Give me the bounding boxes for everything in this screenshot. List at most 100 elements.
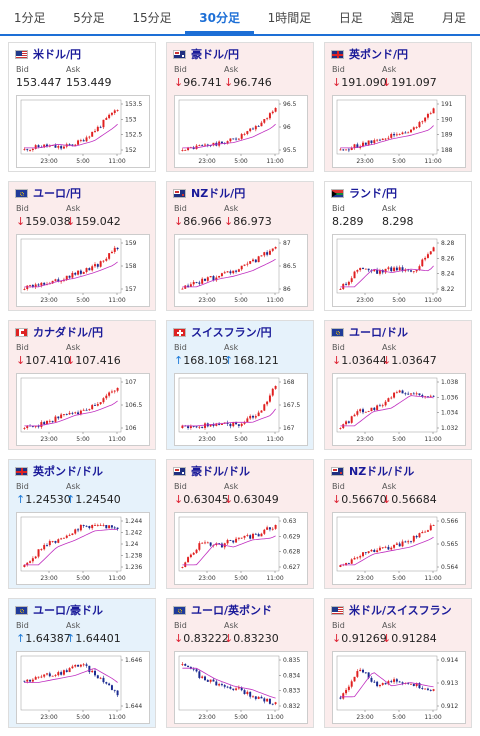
tab-4[interactable]: 30分足 — [185, 0, 254, 34]
bid-value: 153.447 — [16, 76, 62, 89]
currency-pair-link[interactable]: 米ドル/円 — [33, 48, 82, 61]
price-chart[interactable]: 159 158 157 23:00 5:00 11:00 — [16, 234, 150, 307]
candle — [254, 259, 257, 263]
currency-pair-link[interactable]: ユーロ/ドル — [349, 326, 409, 339]
bid-value: ↓0.63045 — [174, 493, 229, 506]
moving-average-line — [182, 408, 276, 427]
currency-pair-link[interactable]: 豪ドル/ドル — [191, 465, 251, 478]
x-tick-label: 11:00 — [424, 158, 441, 165]
candle — [82, 664, 85, 666]
currency-pair-link[interactable]: NZドル/円 — [191, 187, 246, 200]
price-chart[interactable]: 8.28 8.26 8.24 8.22 23:00 5:00 11:00 — [332, 234, 466, 307]
candle — [263, 404, 266, 411]
currency-pair-link[interactable]: 英ポンド/ドル — [33, 465, 104, 478]
candle — [359, 669, 362, 672]
y-tick-label: 167.5 — [283, 402, 300, 409]
candle — [198, 282, 201, 284]
x-tick-label: 11:00 — [266, 158, 283, 165]
tab-3[interactable]: 15分足 — [132, 11, 172, 25]
currency-card[interactable]: NZドル/円 Bid Ask ↓86.966 ↓86.973 87 86.5 86 23:00 5… — [166, 181, 314, 311]
candle — [68, 668, 71, 673]
tab-8[interactable]: 月足 — [442, 11, 467, 25]
currency-pair-link[interactable]: カナダドル/円 — [33, 326, 104, 339]
y-tick-label: 0.833 — [283, 688, 300, 695]
tab-5[interactable]: 1時間足 — [267, 11, 312, 25]
candle — [110, 251, 113, 254]
ask-price: 107.416 — [75, 354, 121, 367]
currency-card[interactable]: ユーロ/英ポンド Bid Ask ↓0.83222 ↓0.83230 0.835 0.834… — [166, 598, 314, 728]
price-chart[interactable]: 1.244 1.242 1.24 1.238 1.236 23:00 5:00 11:00 — [16, 512, 150, 585]
currency-pair-link[interactable]: 豪ドル/円 — [191, 48, 240, 61]
candle — [204, 676, 206, 681]
candle — [415, 683, 418, 686]
price-chart[interactable]: 87 86.5 86 23:00 5:00 11:00 — [174, 234, 308, 307]
price-chart[interactable]: 153.5 153 152.5 152 23:00 5:00 11:00 — [16, 95, 150, 168]
currency-card[interactable]: 米ドル/円 Bid Ask 153.447 153.449 153.5 153 152.5 15… — [8, 42, 156, 172]
currency-card[interactable]: ユーロ/円 Bid Ask ↓159.038 ↓159.042 159 158 157 23:0… — [8, 181, 156, 311]
ask-value: ↓0.63049 — [224, 493, 279, 506]
currency-card[interactable]: 米ドル/スイスフラン Bid Ask ↓0.91269 ↓0.91284 0.914 0.9… — [324, 598, 472, 728]
currency-pair-link[interactable]: ユーロ/豪ドル — [33, 604, 104, 617]
candle — [110, 525, 113, 528]
currency-card[interactable]: ユーロ/ドル Bid Ask ↓1.03644 ↓1.03647 1.038 1.036 1.… — [324, 320, 472, 450]
tab-6[interactable]: 日足 — [338, 11, 363, 25]
currency-pair-link[interactable]: スイスフラン/円 — [191, 326, 272, 339]
candle — [181, 567, 184, 568]
currency-card[interactable]: カナダドル/円 Bid Ask ↓107.410 ↓107.416 107 106.5 106… — [8, 320, 156, 450]
candle — [88, 268, 91, 271]
price-chart[interactable]: 0.914 0.913 0.912 23:00 5:00 11:00 — [332, 651, 466, 724]
candle — [339, 289, 342, 290]
tab-1[interactable]: 1分足 — [13, 11, 46, 25]
candle — [421, 688, 424, 689]
price-chart[interactable]: 1.646 1.644 23:00 5:00 11:00 — [16, 651, 150, 724]
price-chart[interactable]: 1.038 1.036 1.034 1.032 23:00 5:00 11:00 — [332, 373, 466, 446]
price-chart[interactable]: 0.566 0.565 0.564 23:00 5:00 11:00 — [332, 512, 466, 585]
currency-card[interactable]: 豪ドル/円 Bid Ask ↓96.741 ↓96.746 96.5 96 95.5 23:00… — [166, 42, 314, 172]
candle — [201, 676, 204, 678]
price-chart[interactable]: 0.63 0.629 0.628 0.627 23:00 5:00 11:00 — [174, 512, 308, 585]
candle — [43, 545, 46, 550]
currency-card[interactable]: ユーロ/豪ドル Bid Ask ↑1.64387 ↑1.64401 1.646 1.644 2… — [8, 598, 156, 728]
x-tick-label: 5:00 — [234, 436, 248, 443]
candle — [252, 696, 254, 698]
price-chart[interactable]: 107 106.5 106 23:00 5:00 11:00 — [16, 373, 150, 446]
y-tick-label: 0.913 — [441, 680, 458, 687]
currency-card[interactable]: 豪ドル/ドル Bid Ask ↓0.63045 ↓0.63049 0.63 0.629 0.6… — [166, 459, 314, 589]
tab-2[interactable]: 5分足 — [73, 11, 105, 25]
candle — [353, 271, 356, 279]
candle — [57, 539, 60, 543]
currency-pair-link[interactable]: 米ドル/スイスフラン — [349, 604, 452, 617]
candle — [229, 423, 232, 427]
price-chart[interactable]: 168 167.5 167 23:00 5:00 11:00 — [174, 373, 308, 446]
currency-card[interactable]: 英ポンド/ドル Bid Ask ↑1.24530 ↑1.24540 1.244 1.242 1… — [8, 459, 156, 589]
price-chart[interactable]: 96.5 96 95.5 23:00 5:00 11:00 — [174, 95, 308, 168]
bid-price: 86.966 — [183, 215, 222, 228]
currency-card[interactable]: 英ポンド/円 Bid Ask ↓191.090 ↓191.097 191 190 189 188… — [324, 42, 472, 172]
x-tick-label: 5:00 — [76, 158, 90, 165]
candle — [254, 126, 257, 130]
tab-7[interactable]: 週足 — [390, 11, 415, 25]
candle — [432, 525, 435, 526]
x-tick-label: 5:00 — [76, 297, 90, 304]
up-arrow-icon: ↑ — [66, 632, 76, 645]
currency-card[interactable]: NZドル/ドル Bid Ask ↓0.56670 ↓0.56684 0.566 0.565 0… — [324, 459, 472, 589]
currency-pair-link[interactable]: ユーロ/英ポンド — [191, 604, 273, 617]
x-tick-label: 23:00 — [40, 297, 57, 304]
candle — [31, 284, 34, 287]
x-tick-label: 5:00 — [392, 158, 406, 165]
x-tick-label: 11:00 — [424, 436, 441, 443]
price-chart[interactable]: 191 190 189 188 23:00 5:00 11:00 — [332, 95, 466, 168]
currency-card[interactable]: スイスフラン/円 Bid Ask ↑168.105 ↑168.121 168 167.5 16… — [166, 320, 314, 450]
candle — [359, 409, 362, 412]
currency-pair-link[interactable]: ランド/円 — [349, 187, 398, 200]
bid-value: ↓107.410 — [16, 354, 71, 367]
candle — [57, 672, 60, 676]
candle — [266, 527, 269, 530]
price-chart[interactable]: 0.835 0.834 0.833 0.832 23:00 5:00 11:00 — [174, 651, 308, 724]
currency-pair-link[interactable]: NZドル/ドル — [349, 465, 415, 478]
currency-pair-link[interactable]: 英ポンド/円 — [349, 48, 409, 61]
currency-card[interactable]: ランド/円 Bid Ask 8.289 8.298 8.28 8.26 8.24 8.22 23:… — [324, 181, 472, 311]
candle — [376, 269, 379, 274]
ask-price: 96.746 — [233, 76, 272, 89]
currency-pair-link[interactable]: ユーロ/円 — [33, 187, 82, 200]
